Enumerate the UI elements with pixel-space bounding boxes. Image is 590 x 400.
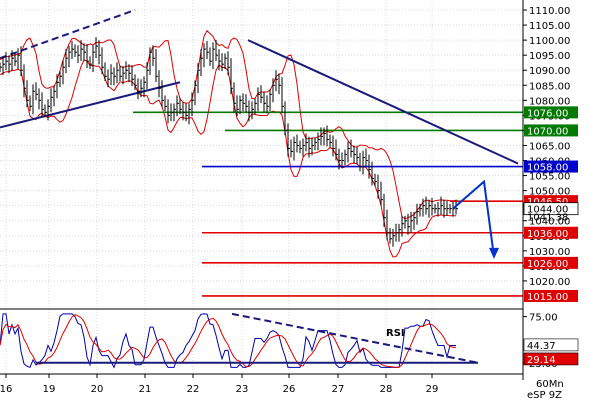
time-tick-label-5: 23 bbox=[236, 384, 249, 395]
level-label-1070.00: 1070.00 bbox=[527, 126, 568, 137]
trendline-main-downtrend bbox=[247, 39, 519, 165]
trendline-upper-left-dashed bbox=[0, 9, 136, 60]
marker-label-1041.38: 1041.38 bbox=[527, 213, 568, 224]
price-tick-label-14: 1040.00 bbox=[529, 217, 570, 228]
grid bbox=[0, 0, 523, 374]
current-price-label: 1044.00 bbox=[527, 205, 568, 216]
current-price-box bbox=[523, 202, 579, 216]
price-axis-ticks: 1110.00 1105.00 1100.00 1095.00 1090.00 1085.… bbox=[523, 6, 570, 288]
price-bars bbox=[0, 37, 458, 247]
price-tick-label-12: 1050.00 bbox=[529, 187, 570, 198]
time-tick-label-1: 19 bbox=[43, 384, 56, 395]
rsi-value-box-0 bbox=[523, 338, 579, 352]
rsi-value-label-0: 44.37 bbox=[527, 341, 556, 352]
price-tick-label-1: 1105.00 bbox=[529, 21, 570, 32]
bollinger-upper bbox=[0, 29, 456, 220]
level-label-box-1070.00 bbox=[524, 124, 578, 137]
projection-arrowhead bbox=[489, 247, 499, 259]
price-tick-label-6: 1080.00 bbox=[529, 96, 570, 107]
level-label-1058.00: 1058.00 bbox=[527, 163, 568, 174]
price-tick-label-5: 1085.00 bbox=[529, 81, 570, 92]
price-tick-label-18: 1020.00 bbox=[529, 277, 570, 288]
level-labels: 1076.001070.001058.001046.501036.001026.… bbox=[523, 106, 579, 303]
rsi-downtrend-line bbox=[231, 312, 479, 364]
projection-path bbox=[452, 179, 499, 259]
level-label-box-1058.00 bbox=[524, 160, 578, 173]
price-tick-label-16: 1030.00 bbox=[529, 247, 570, 258]
interval-label: 60Mn bbox=[536, 379, 564, 390]
price-tick-label-3: 1095.00 bbox=[529, 51, 570, 62]
level-label-1076.00: 1076.00 bbox=[527, 108, 568, 119]
trendlines bbox=[0, 9, 519, 165]
time-tick-label-6: 26 bbox=[283, 384, 296, 395]
time-tick-label-0: 16 bbox=[0, 384, 12, 395]
level-label-1036.00: 1036.00 bbox=[527, 229, 568, 240]
trendline-lower-left-support bbox=[0, 81, 181, 129]
time-axis-labels: 16 19 20 21 22 23 26 27 28 29 bbox=[0, 374, 438, 395]
level-label-box-1036.00 bbox=[524, 226, 578, 239]
instrument-label: eSP 9Z bbox=[527, 390, 562, 400]
price-tick-label-9: 1065.00 bbox=[529, 141, 570, 152]
rsi-value-box-1 bbox=[523, 352, 579, 366]
level-label-1015.00: 1015.00 bbox=[527, 292, 568, 303]
time-tick-label-7: 27 bbox=[332, 384, 345, 395]
time-tick-label-9: 29 bbox=[426, 384, 439, 395]
rsi-line bbox=[0, 313, 456, 369]
time-tick-label-8: 28 bbox=[380, 384, 393, 395]
rsi-tick-label-0: 75.00 bbox=[529, 313, 558, 324]
rsi-value-label-1: 29.14 bbox=[527, 355, 556, 366]
time-tick-label-2: 20 bbox=[91, 384, 104, 395]
time-tick-label-4: 22 bbox=[187, 384, 200, 395]
price-tick-label-4: 1090.00 bbox=[529, 66, 570, 77]
level-label-box-1026.00 bbox=[524, 256, 578, 269]
price-tick-label-11: 1055.00 bbox=[529, 172, 570, 183]
price-tick-label-0: 1110.00 bbox=[529, 6, 570, 17]
level-label-1026.00: 1026.00 bbox=[527, 259, 568, 270]
rsi-label: RSI bbox=[386, 328, 405, 339]
time-tick-label-3: 21 bbox=[139, 384, 152, 395]
rsi-signal-line bbox=[0, 314, 456, 368]
price-tick-label-2: 1100.00 bbox=[529, 36, 570, 47]
level-label-box-1015.00 bbox=[524, 289, 578, 302]
projection-line bbox=[452, 179, 495, 257]
level-label-box-1076.00 bbox=[524, 106, 578, 119]
